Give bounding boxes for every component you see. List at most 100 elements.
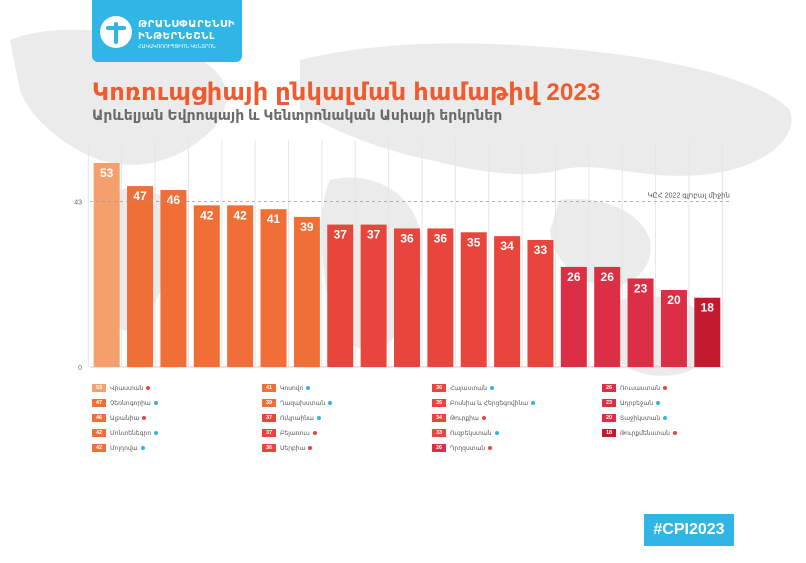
legend-score-badge: 47 (92, 399, 106, 407)
legend-score-badge: 37 (262, 429, 276, 437)
legend-score-badge: 18 (602, 429, 616, 437)
legend-item: 26 Ղրղզստան (432, 442, 493, 454)
trend-up-icon (481, 416, 486, 420)
bar (193, 205, 220, 367)
trend-up-icon (672, 431, 677, 435)
legend-item: 20 Տաջիկստան (602, 412, 668, 424)
legend-country-name: Չեռնոգորիա (110, 400, 151, 407)
trend-flat-icon (489, 386, 494, 390)
legend-item: 47 Չեռնոգորիա (92, 397, 158, 409)
logo-text-line2: ԻՆԹԵՐՆԵՇՆԼ (138, 31, 216, 42)
trend-up-icon (488, 446, 493, 450)
legend-item: 39 Ղազախստան (262, 397, 333, 409)
bar-value-label: 42 (200, 208, 214, 222)
bar (427, 228, 454, 367)
trend-flat-icon (656, 401, 660, 405)
legend-item: 37 Ուկրաինա (262, 412, 321, 424)
legend-country-name: Ուզբեկստան (450, 430, 492, 437)
legend-country-name: Հայաստան (450, 385, 487, 392)
bar (227, 205, 254, 367)
legend-score-badge: 46 (92, 414, 106, 422)
bar-value-label: 37 (334, 228, 348, 242)
bar (594, 266, 621, 367)
bar-value-label: 26 (601, 270, 615, 284)
hashtag-badge[interactable]: #CPI2023 (644, 514, 734, 546)
legend-country-name: Տաջիկստան (620, 415, 661, 422)
legend-country-name: Բոսնիա և Հերցեգովինա (450, 400, 529, 407)
legend-score-badge: 41 (262, 384, 276, 392)
bar-value-label: 39 (300, 220, 314, 234)
legend-country-name: Բելառուս (280, 430, 310, 437)
trend-flat-icon (153, 401, 158, 405)
bar (160, 189, 187, 367)
legend-item: 37 Բելառուս (262, 427, 317, 439)
bar-value-label: 41 (267, 212, 281, 226)
bar-value-label: 53 (100, 166, 114, 180)
legend-item: 35 Բոսնիա և Հերցեգովինա (432, 397, 536, 409)
trend-flat-icon (316, 416, 321, 420)
legend-score-badge: 33 (432, 429, 446, 437)
bar (360, 224, 387, 367)
legend-score-badge: 35 (432, 399, 446, 407)
legend-country-name: Մոլդովա (110, 445, 138, 452)
legend-score-badge: 42 (92, 429, 106, 437)
logo-text-line1: ԹՐԱՆՍՓԱՐԵՆՍԻ (138, 19, 236, 30)
legend-country-name: Ադրբեջան (620, 400, 653, 407)
legend-country-name: Կոսովո (280, 385, 304, 392)
bar-value-label: 20 (667, 293, 681, 307)
bar (327, 224, 354, 367)
reference-line-label: ԿԸՀ 2022 գլոբալ միջին (648, 191, 730, 199)
bar-value-label: 36 (434, 231, 448, 245)
bar (560, 266, 587, 367)
legend-country-name: Ղազախստան (280, 400, 326, 407)
trend-flat-icon (154, 431, 159, 435)
legend-score-badge: 34 (432, 414, 446, 422)
legend-country-name: Թուրքիա (450, 415, 479, 422)
bar-value-label: 35 (467, 235, 481, 249)
legend-item: 26 Ռուսաստան (602, 382, 668, 394)
bar (93, 163, 120, 367)
legend-score-badge: 26 (432, 444, 446, 452)
legend-score-badge: 20 (602, 414, 616, 422)
chart-title: Կոռուպցիայի ընկալման համաթիվ 2023 (92, 79, 601, 106)
legend-item: 41 Կոսովո (262, 382, 311, 394)
legend-item: 23 Ադրբեջան (602, 397, 660, 409)
bar-value-label: 36 (400, 231, 414, 245)
bar-value-label: 34 (500, 239, 514, 253)
legend-score-badge: 37 (262, 414, 276, 422)
bar (127, 186, 154, 367)
bar-value-label: 37 (367, 228, 381, 242)
legend-score-badge: 36 (432, 384, 446, 392)
legend-country-name: Ուկրաինա (280, 415, 314, 422)
logo-mark-icon (100, 16, 132, 48)
legend-item: 18 Թուրքմենստան (602, 427, 677, 439)
legend-item: 42 Մոնտենեգրո (92, 427, 159, 439)
chart-subtitle: Արևելյան Եվրոպայի և Կենտրոնական Ասիայի ե… (92, 107, 503, 123)
trend-up-icon (312, 431, 317, 435)
bar (627, 278, 654, 367)
legend-country-name: Թուրքմենստան (620, 430, 670, 437)
bar-value-label: 23 (634, 281, 648, 295)
legend-country-name: Ռուսաստան (620, 385, 661, 392)
trend-flat-icon (306, 386, 311, 390)
legend-item: 46 Ալբանիա (92, 412, 147, 424)
legend-item: 36 Հայաստան (432, 382, 494, 394)
trend-flat-icon (140, 446, 145, 450)
legend-score-badge: 42 (92, 444, 106, 452)
legend-item: 53 Վրաստան (92, 382, 151, 394)
bar (293, 216, 320, 367)
y-tick-label: 0 (78, 365, 82, 372)
trend-flat-icon (663, 416, 668, 420)
legend-score-badge: 39 (262, 399, 276, 407)
legend-item: 42 Մոլդովա (92, 442, 145, 454)
bar (527, 239, 554, 367)
bar-value-label: 18 (701, 301, 715, 315)
legend-country-name: Վրաստան (110, 385, 144, 392)
trend-up-icon (146, 386, 151, 390)
bar-value-label: 47 (133, 189, 147, 203)
country-legend: 53 Վրաստան 47 Չեռնոգորիա 46 Ալբանիա 42 Մոնտենեգ… (92, 382, 732, 462)
bar-value-label: 26 (567, 270, 581, 284)
trend-flat-icon (328, 401, 333, 405)
legend-item: 34 Թուրքիա (432, 412, 486, 424)
